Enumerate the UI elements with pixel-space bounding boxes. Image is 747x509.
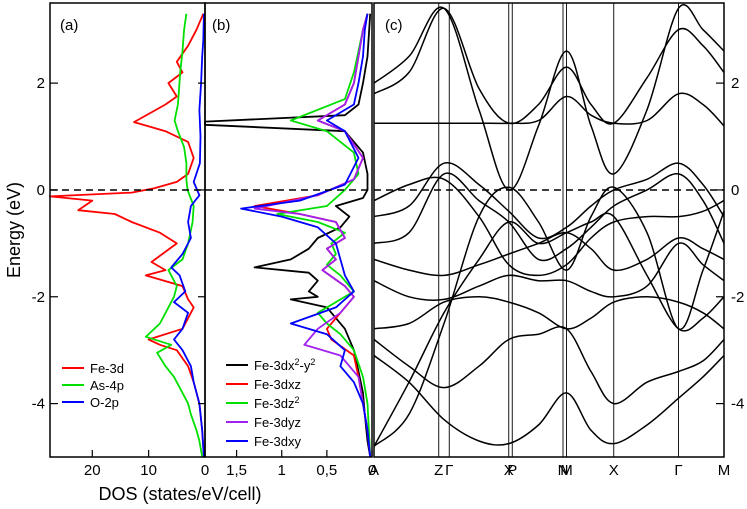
superscript: 2: [294, 395, 299, 405]
panel-a-series-as-4p: [144, 13, 204, 458]
panel-b-legend: Fe-3dx2-y2 Fe-3dxz Fe-3dz2 Fe-3dyz Fe-3dxy: [226, 357, 315, 449]
panel-a-xtick-label: 10: [140, 462, 157, 479]
panel-b-legend-label: Fe-3dxy: [254, 434, 301, 449]
band-line: [373, 162, 725, 240]
panel-c-ytick-label: -2: [731, 289, 744, 306]
panel-b-series-fe-3dz-: [276, 13, 372, 458]
x-axis-title: DOS (states/eV/cell): [98, 484, 261, 504]
panel-c-ytick-label: -4: [731, 396, 744, 413]
panel-b-xtick-label: 0: [368, 462, 376, 479]
kpoint-label: Γ: [445, 462, 453, 479]
panel-a-curves: [49, 13, 205, 458]
panel-a-xtick-label: 0: [201, 462, 209, 479]
panel-a-legend: Fe-3d As-4p O-2p: [62, 361, 124, 410]
panel-c-ytick-label: 2: [731, 75, 739, 92]
band-line: [373, 354, 725, 446]
band-line: [373, 172, 725, 262]
kpoint-label: X: [504, 462, 514, 479]
panel-b-legend-label: Fe-3dz2: [254, 395, 299, 411]
panel-b-xticks: 1,5 1 0,5 0: [226, 450, 376, 479]
panel-c-label: (c): [385, 17, 403, 34]
panel-b-series-fe-3dxy: [240, 13, 372, 458]
kpoint-label: N: [558, 462, 569, 479]
band-line: [373, 186, 725, 447]
panel-b-xtick-label: 1,5: [226, 462, 247, 479]
panel-a-legend-label: Fe-3d: [90, 361, 124, 376]
y-axis-title: Energy (eV): [4, 182, 24, 278]
band-line: [373, 231, 725, 277]
panel-b-legend-label: Fe-3dx2-y2: [254, 357, 315, 373]
panel-a-yticks: 2 0 -2 -4: [32, 75, 205, 413]
panel-a-series-o-2p: [170, 13, 205, 458]
panel-b-xtick-label: 0,5: [316, 462, 337, 479]
panel-a-series-fe-3d: [49, 13, 205, 458]
panel-b-frame: [204, 2, 373, 458]
panel-a-ytick-label: -4: [32, 396, 45, 413]
panel-c-kpoint-labels: A Z Γ XP NM X Γ M: [369, 462, 730, 479]
band-line: [373, 176, 725, 277]
panel-c-ytick-label: 0: [731, 182, 739, 199]
superscript: 2: [310, 357, 315, 367]
panel-a-label: (a): [60, 17, 78, 34]
panel-c-frame: [373, 2, 725, 458]
band-line: [373, 4, 725, 191]
panel-b-dos: (b) 1,5 1 0,5 0 Fe-3dx2-y2Fe-3dxzFe-3dz2Fe-…: [204, 2, 376, 479]
panel-b-xtick-label: 1: [278, 462, 286, 479]
panel-a-legend-label: As-4p: [90, 378, 124, 393]
panel-b-series-fe-3dyz: [253, 13, 372, 458]
kpoint-label: Z: [434, 462, 443, 479]
legend-text-part: -y: [299, 358, 310, 373]
panel-a-ytick-label: 0: [37, 182, 45, 199]
panel-a-legend-label: O-2p: [90, 395, 119, 410]
panel-b-legend-label: Fe-3dxz: [254, 377, 301, 392]
superscript: 2: [294, 357, 299, 367]
band-line: [373, 92, 725, 127]
panel-c-kpoint-lines: [438, 3, 679, 457]
panel-a-xticks: 20 10 0: [84, 450, 209, 479]
kpoint-label: M: [718, 462, 731, 479]
band-line: [373, 242, 725, 301]
panel-a-ytick-label: -2: [32, 289, 45, 306]
band-line: [373, 326, 725, 405]
panel-c-bands: [373, 4, 725, 447]
kpoint-label: X: [609, 462, 619, 479]
kpoint-label: P: [507, 462, 517, 479]
panel-b-label: (b): [212, 17, 230, 34]
kpoint-label: A: [369, 462, 379, 479]
panel-a-ytick-label: 2: [37, 75, 45, 92]
panel-a-xtick-label: 20: [84, 462, 101, 479]
band-line: [373, 7, 725, 125]
band-line: [373, 296, 725, 330]
kpoint-label: M: [560, 462, 573, 479]
panel-c-band-structure: (c) A Z Γ XP NM X Γ M 20-2-4: [369, 2, 744, 479]
kpoint-label: Γ: [674, 462, 682, 479]
panel-c-yticks: 2 0 -2 -4: [716, 75, 744, 413]
panel-b-legend-label: Fe-3dyz: [254, 415, 301, 430]
